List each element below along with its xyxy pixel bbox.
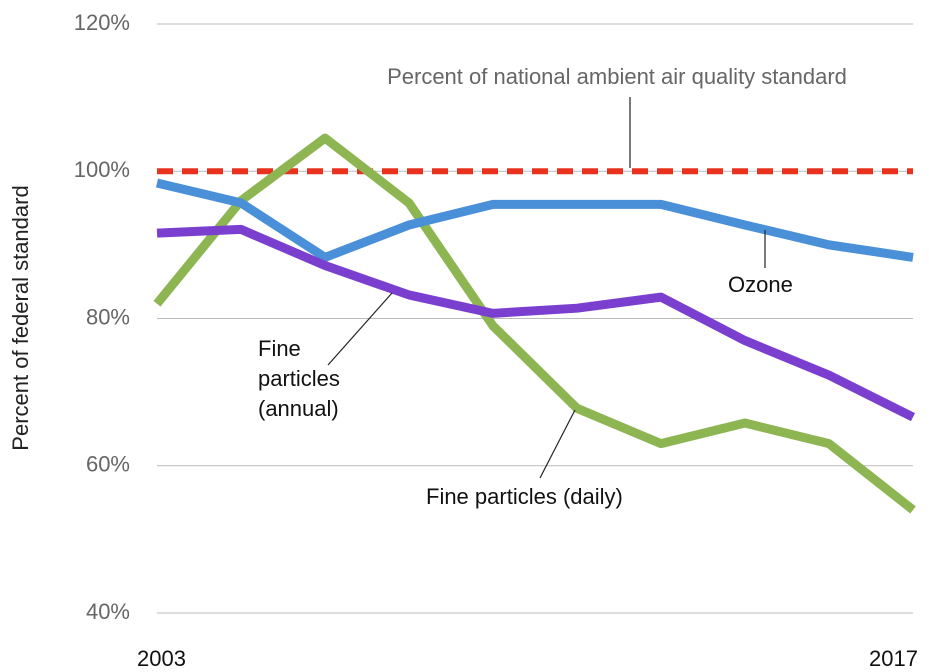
series-label: Ozone [728,272,793,297]
series-label: Fine particles (daily) [426,484,623,509]
series-label: Fine particles (annual) [258,336,340,421]
reference-label: Percent of national ambient air quality … [387,64,847,89]
leader-line [327,292,393,366]
x-tick-label: 2003 [137,646,186,671]
series-line [153,133,916,514]
leader-line [539,409,576,479]
lines [153,133,916,514]
y-tick-label: 120% [74,10,130,35]
series-line [155,178,914,262]
series-line [156,224,916,422]
y-axis-label: Percent of federal standard [8,185,33,450]
y-tick-label: 100% [74,157,130,182]
y-tick-label: 80% [86,304,130,329]
y-tick-label: 40% [86,599,130,624]
x-tick-label: 2017 [869,646,918,671]
grid [157,23,913,614]
y-tick-label: 60% [86,452,130,477]
